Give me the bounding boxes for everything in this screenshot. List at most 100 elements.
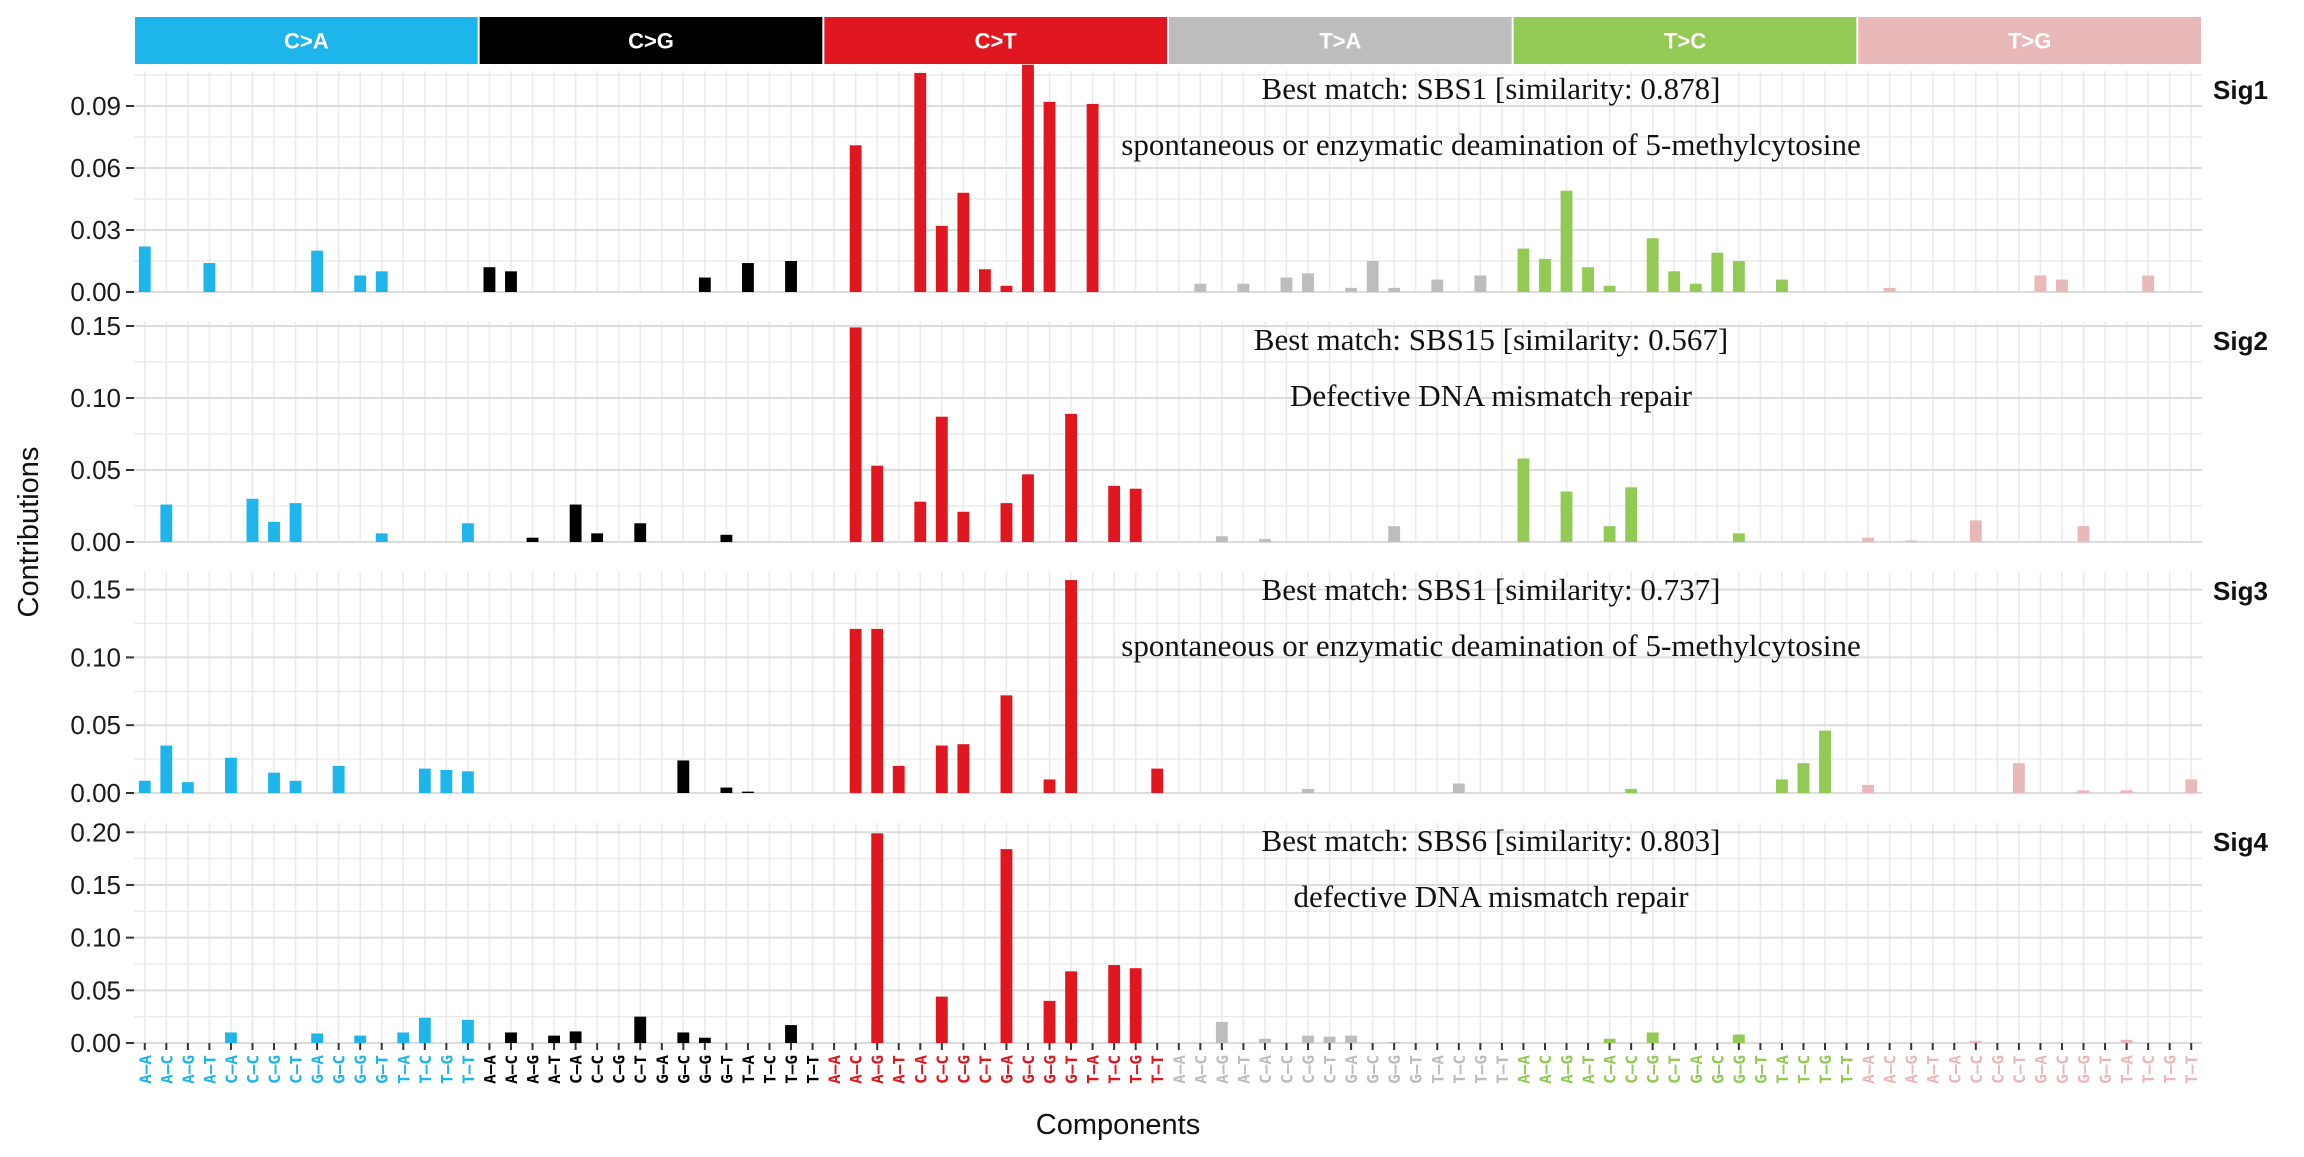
- facet-label-Sig1: Sig1: [2213, 75, 2268, 105]
- x-tick-label: T–A: [1428, 1055, 1447, 1084]
- bar-Sig2-T-to-C-G–G: [1732, 533, 1745, 542]
- x-tick-label: A–G: [524, 1055, 543, 1084]
- bar-Sig3-T-to-G-C–T: [2012, 763, 2025, 793]
- bar-Sig2-C-to-G-G–T: [720, 534, 733, 542]
- x-tick-label: C–C: [933, 1055, 952, 1084]
- bar-Sig2-T-to-A-A–G: [1215, 536, 1228, 542]
- bar-Sig2-C-to-T-C–G: [957, 511, 970, 542]
- bar-Sig3-T-to-G-A–A: [1862, 784, 1875, 793]
- facet-strip-label: T>C: [1664, 29, 1706, 54]
- x-tick-label: T–C: [416, 1055, 435, 1084]
- bar-Sig2-C-to-T-G–C: [1022, 474, 1034, 542]
- bar-Sig4-C-to-G-A–C: [505, 1032, 517, 1043]
- x-tick-label: T–C: [1105, 1055, 1124, 1084]
- bar-Sig1-T-to-C-G–C: [1711, 252, 1724, 292]
- annotation-best-match: Best match: SBS6 [similarity: 0.803]: [1262, 823, 1721, 858]
- bar-Sig1-T-to-C-C–G: [1646, 238, 1659, 292]
- bar-Sig4-C-to-A-G–G: [354, 1035, 367, 1043]
- x-tick-label: A–G: [1902, 1055, 1921, 1084]
- bar-Sig2-T-to-G-A–A: [1862, 537, 1875, 542]
- x-tick-label: G–G: [1385, 1055, 1404, 1084]
- bar-Sig4-C-to-A-C–A: [225, 1032, 237, 1043]
- bar-Sig2-C-to-G-A–G: [526, 537, 539, 542]
- x-tick-label: C–A: [222, 1055, 241, 1084]
- x-tick-label: A–C: [1536, 1055, 1555, 1084]
- facet-strip-label: C>A: [284, 29, 329, 54]
- x-tick-label: T–A: [739, 1055, 758, 1084]
- x-tick-label: G–C: [674, 1055, 693, 1084]
- bar-Sig3-T-to-A-C–G: [1302, 788, 1314, 793]
- bar-Sig2-C-to-G-C–T: [634, 523, 647, 542]
- bar-Sig1-T-to-C-A–A: [1517, 248, 1530, 292]
- x-tick-label: C–A: [1256, 1055, 1275, 1084]
- x-tick-label: G–G: [1041, 1055, 1060, 1084]
- bar-Sig3-T-to-C-T–C: [1797, 763, 1810, 793]
- x-tick-label: T–G: [437, 1055, 456, 1084]
- bar-Sig1-T-to-A-A–T: [1237, 283, 1250, 292]
- y-tick-label: 0.15: [70, 870, 121, 900]
- bar-Sig4-C-to-T-G–G: [1043, 1000, 1056, 1043]
- bar-Sig2-C-to-T-C–C: [935, 416, 948, 542]
- x-tick-label: G–A: [1687, 1055, 1706, 1084]
- x-tick-label: G–G: [1730, 1055, 1749, 1084]
- bar-Sig3-C-to-A-C–G: [268, 772, 280, 793]
- bar-Sig1-C-to-A-G–A: [311, 250, 324, 292]
- x-tick-label: C–A: [567, 1055, 586, 1084]
- bar-Sig2-C-to-T-G–T: [1065, 413, 1077, 542]
- bar-Sig3-C-to-T-A–T: [892, 765, 905, 793]
- bar-Sig3-T-to-G-G–G: [2077, 790, 2090, 793]
- panel-background: [134, 823, 2202, 1043]
- bar-Sig4-C-to-T-C–C: [935, 996, 948, 1043]
- facet-strip-label: T>G: [2008, 29, 2051, 54]
- bar-Sig3-C-to-G-T–A: [742, 791, 754, 793]
- x-tick-label: C–G: [1299, 1055, 1318, 1084]
- x-tick-label: G–G: [2075, 1055, 2094, 1084]
- bar-Sig2-C-to-A-G–T: [375, 533, 388, 542]
- facet-strip-label: C>T: [975, 29, 1018, 54]
- x-axis-title: Components: [1036, 1109, 1200, 1141]
- x-tick-label: T–T: [1493, 1055, 1512, 1084]
- bar-Sig1-T-to-G-A–C: [1883, 287, 1896, 292]
- bar-Sig2-T-to-A-C–A: [1259, 539, 1271, 542]
- bar-Sig2-C-to-T-G–A: [1000, 503, 1013, 542]
- facet-label-Sig2: Sig2: [2213, 326, 2268, 356]
- bar-Sig4-T-to-A-G–A: [1345, 1035, 1358, 1043]
- y-tick-label: 0.00: [70, 277, 121, 307]
- annotation-description: spontaneous or enzymatic deamination of …: [1121, 127, 1861, 162]
- x-tick-label: G–C: [1708, 1055, 1727, 1084]
- x-tick-label: C–T: [1321, 1055, 1340, 1084]
- x-tick-label: A–C: [847, 1055, 866, 1084]
- bar-Sig1-T-to-C-A–T: [1582, 267, 1594, 292]
- annotation-best-match: Best match: SBS1 [similarity: 0.878]: [1262, 71, 1721, 106]
- bar-Sig3-C-to-A-G–C: [332, 765, 345, 793]
- annotation-description: Defective DNA mismatch repair: [1290, 378, 1693, 413]
- x-tick-label: A–A: [1514, 1055, 1533, 1084]
- x-tick-label: A–T: [1234, 1055, 1253, 1084]
- bar-Sig1-C-to-A-G–T: [375, 271, 388, 292]
- bar-Sig1-T-to-A-C–G: [1302, 273, 1314, 292]
- bar-Sig2-C-to-A-T–T: [461, 523, 474, 542]
- bar-Sig3-C-to-A-A–C: [160, 745, 173, 793]
- bar-Sig4-C-to-G-C–T: [634, 1016, 647, 1043]
- bar-Sig1-C-to-A-G–G: [354, 275, 367, 292]
- y-tick-label: 0.10: [70, 642, 121, 672]
- bar-Sig3-C-to-T-G–G: [1043, 779, 1056, 793]
- bar-Sig4-T-to-G-C–C: [1969, 1040, 1982, 1043]
- x-tick-label: A–A: [1859, 1055, 1878, 1084]
- x-tick-label: C–G: [1988, 1055, 2007, 1084]
- bar-Sig3-T-to-G-T–T: [2185, 779, 2198, 793]
- bar-Sig1-T-to-G-G–A: [2034, 275, 2047, 292]
- x-tick-label: C–C: [1277, 1055, 1296, 1084]
- x-tick-label: T–G: [1471, 1055, 1490, 1084]
- bar-Sig2-C-to-T-A–C: [849, 327, 862, 542]
- x-tick-label: A–A: [1170, 1055, 1189, 1084]
- panel-background: [134, 322, 2202, 542]
- x-tick-label: T–C: [760, 1055, 779, 1084]
- x-tick-label: C–G: [265, 1055, 284, 1084]
- bar-Sig2-T-to-C-A–G: [1560, 491, 1573, 542]
- x-tick-label: A–A: [825, 1055, 844, 1084]
- x-tick-label: A–C: [1191, 1055, 1210, 1084]
- x-tick-label: G–A: [2031, 1055, 2050, 1084]
